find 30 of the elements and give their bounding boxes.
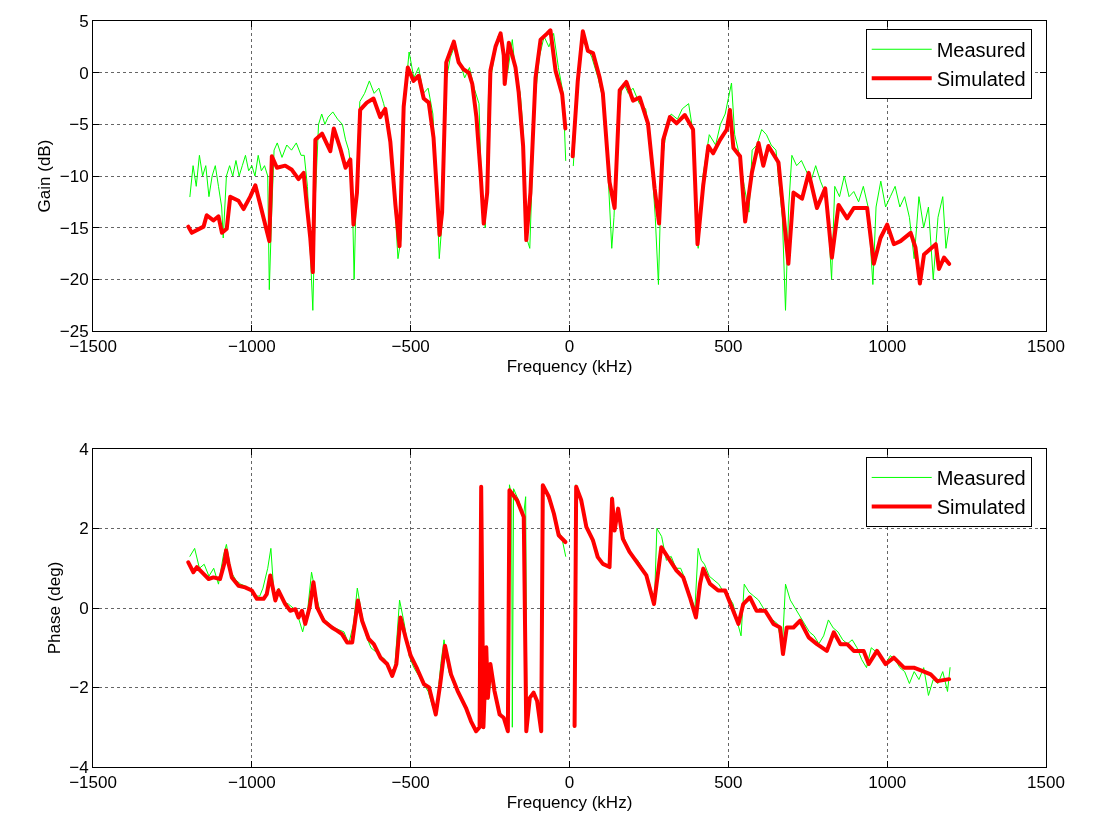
y-tick-label: 5	[79, 11, 89, 31]
legend-label: Simulated	[936, 496, 1026, 519]
x-tick-label: 1000	[868, 337, 907, 357]
legend-label: Measured	[936, 467, 1026, 490]
y-tick-label: 4	[79, 439, 89, 459]
legend-label: Measured	[936, 39, 1026, 62]
x-axis-title: Frequency (kHz)	[506, 792, 633, 812]
x-tick-label: 500	[714, 337, 743, 357]
x-tick-label: 0	[564, 773, 575, 793]
y-tick-label: 0	[79, 598, 89, 618]
x-axis-title: Frequency (kHz)	[506, 356, 633, 376]
x-tick-label: −1000	[227, 337, 276, 357]
y-axis-title: Gain (dB)	[35, 139, 55, 213]
legend-label: Simulated	[936, 68, 1026, 91]
x-tick-label: 0	[564, 337, 575, 357]
x-tick-label: 500	[714, 773, 743, 793]
x-tick-label: −1000	[227, 773, 276, 793]
y-tick-label: −10	[59, 166, 89, 186]
y-tick-label: −20	[59, 270, 89, 290]
x-tick-label: 1500	[1027, 773, 1065, 793]
y-tick-label: −5	[69, 115, 89, 135]
x-tick-label: −500	[391, 337, 430, 357]
x-tick-label: 1500	[1027, 337, 1065, 357]
y-axis-title: Phase (deg)	[44, 561, 64, 655]
y-tick-label: −2	[69, 678, 89, 698]
y-tick-label: 0	[79, 63, 89, 83]
y-tick-label: 2	[79, 519, 89, 539]
y-tick-label: −15	[59, 218, 89, 238]
x-tick-label: −500	[391, 773, 430, 793]
x-tick-label: 1000	[868, 773, 907, 793]
